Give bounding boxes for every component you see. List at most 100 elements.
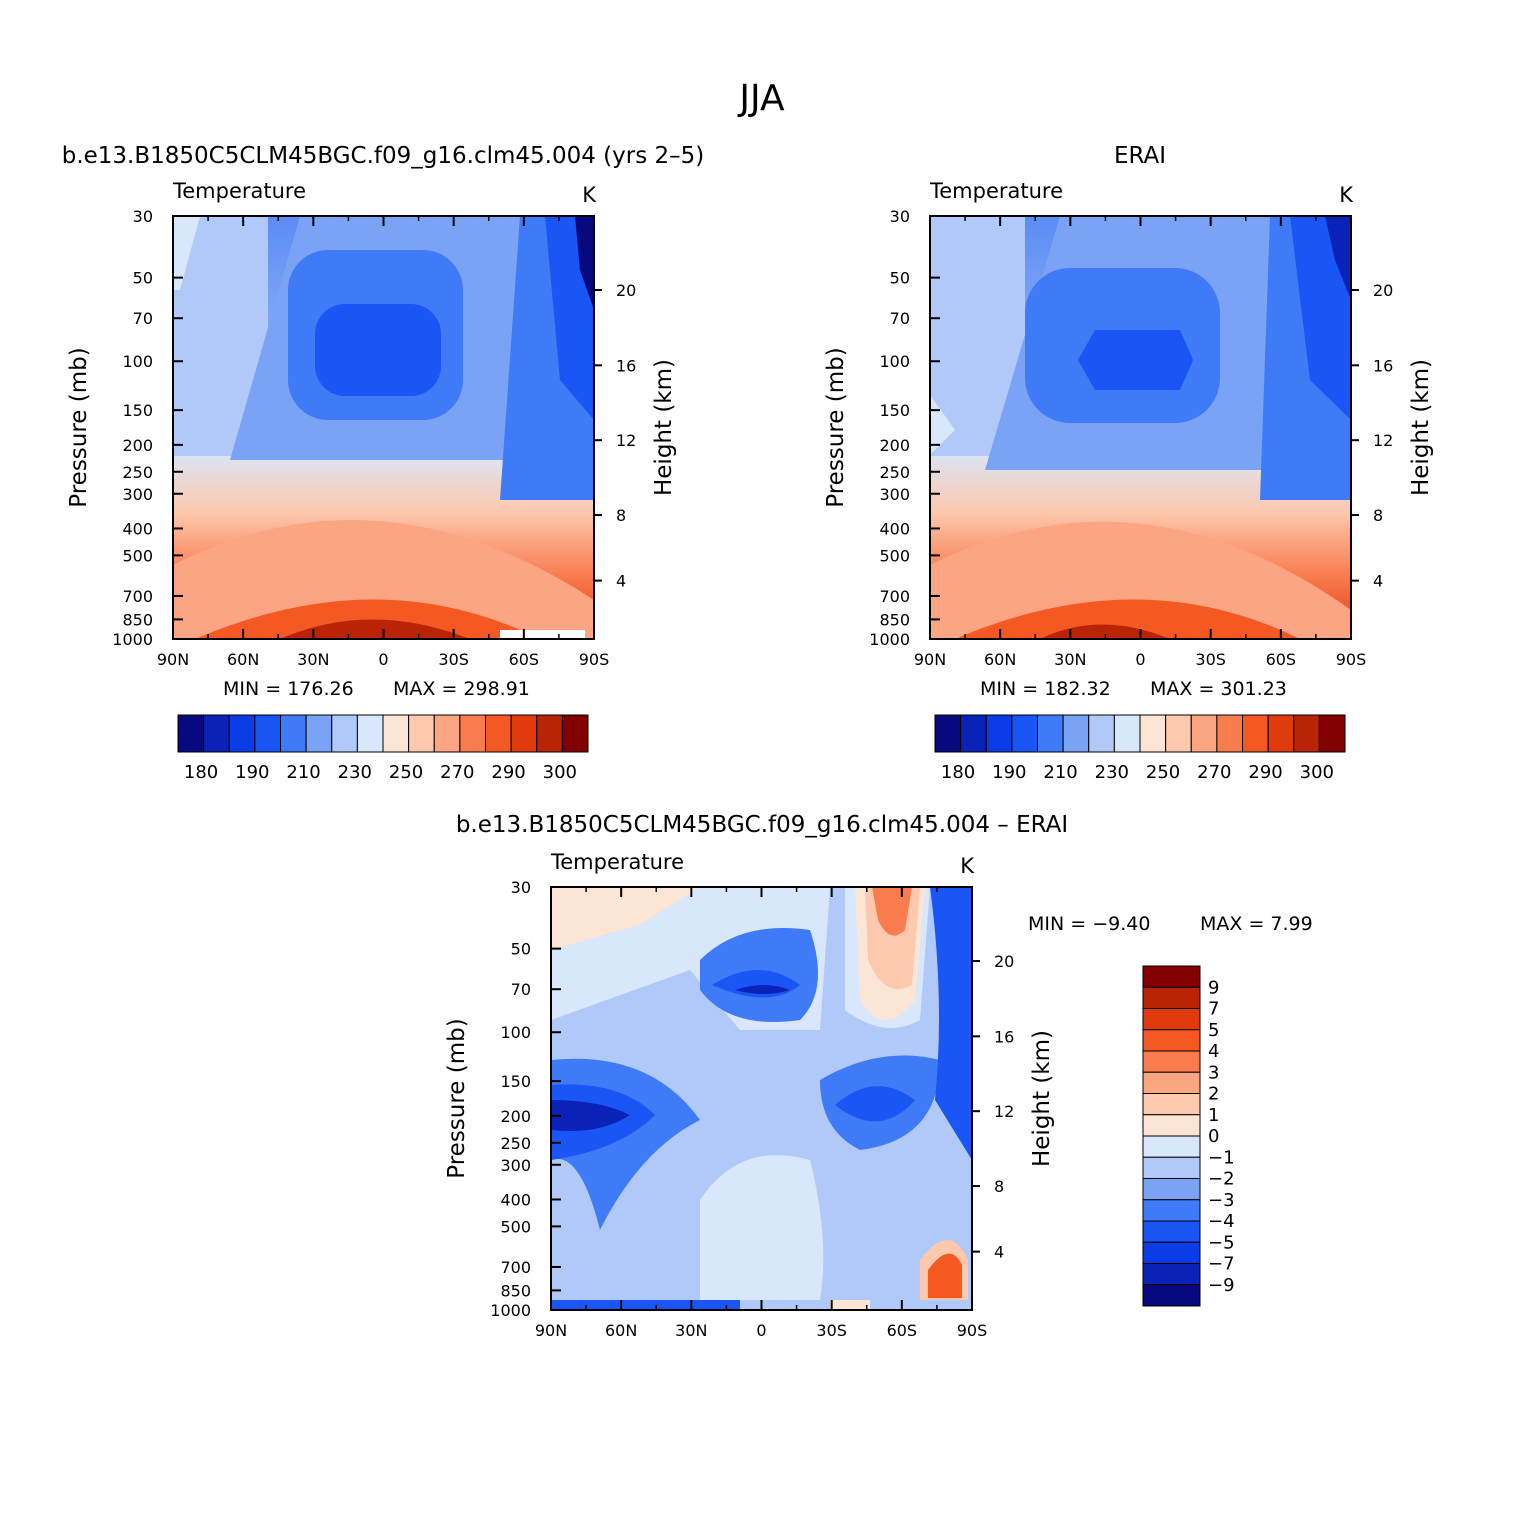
axes-and-colorbars: 90N 60N 30N 0 30S 60S 90S305070100150200250300… bbox=[66, 207, 1434, 1340]
x-tick-label: 30S bbox=[816, 1321, 847, 1340]
x-tick-label: 60S bbox=[887, 1321, 918, 1340]
y-tick-label: 30 bbox=[511, 878, 531, 897]
y-tick-label: 30 bbox=[133, 207, 153, 226]
x-tick-label: 30N bbox=[675, 1321, 707, 1340]
colorbar-swatch bbox=[1037, 714, 1064, 753]
y-axis-title: Pressure (mb) bbox=[66, 347, 92, 507]
contour-field bbox=[173, 216, 594, 639]
colorbar-label: −7 bbox=[1208, 1254, 1235, 1275]
x-tick-label: 90N bbox=[157, 650, 189, 669]
y-tick-label: 300 bbox=[500, 1156, 531, 1175]
colorbar-swatch bbox=[408, 714, 435, 753]
x-tick-label: 30S bbox=[438, 650, 469, 669]
y2-tick-label: 20 bbox=[616, 281, 636, 300]
colorbar-swatch bbox=[1142, 1263, 1201, 1286]
y-tick-label: 1000 bbox=[490, 1301, 531, 1320]
colorbar-label: 250 bbox=[389, 762, 423, 783]
colorbar-swatch bbox=[1267, 714, 1295, 753]
y-tick-label: 700 bbox=[122, 587, 153, 606]
colorbar-swatch bbox=[510, 714, 538, 753]
y-tick-label: 1000 bbox=[869, 630, 910, 649]
colorbar-swatch bbox=[331, 714, 358, 753]
y-tick-label: 300 bbox=[122, 485, 153, 504]
colorbar-label: −5 bbox=[1208, 1232, 1235, 1253]
y2-tick-label: 20 bbox=[994, 952, 1014, 971]
y-axis-title: Pressure (mb) bbox=[444, 1018, 470, 1178]
x-tick-label: 60S bbox=[1266, 650, 1297, 669]
max-label: MAX = 298.91 bbox=[393, 678, 530, 700]
colorbar-label: −2 bbox=[1208, 1169, 1235, 1190]
colorbar-swatch bbox=[305, 714, 333, 753]
contour-field bbox=[551, 887, 972, 1310]
y-tick-label: 850 bbox=[122, 610, 153, 629]
field-label: Temperature bbox=[550, 850, 684, 874]
x-tick-label: 30N bbox=[297, 650, 329, 669]
y-tick-label: 400 bbox=[122, 519, 153, 538]
colorbar-label: 250 bbox=[1146, 762, 1180, 783]
colorbar-swatch bbox=[1142, 1220, 1201, 1243]
y-tick-label: 400 bbox=[500, 1190, 531, 1209]
colorbar-label: 180 bbox=[184, 762, 218, 783]
colorbar-swatch bbox=[1165, 714, 1192, 753]
colorbar-swatch bbox=[1142, 1029, 1201, 1052]
y-tick-label: 200 bbox=[500, 1107, 531, 1126]
y2-axis-title: Height (km) bbox=[1029, 1030, 1055, 1167]
colorbar-label: 270 bbox=[440, 762, 474, 783]
colorbar-label: −3 bbox=[1208, 1190, 1235, 1211]
panel-title: b.e13.B1850C5CLM45BGC.f09_g16.clm45.004 … bbox=[456, 812, 1068, 838]
y-tick-label: 300 bbox=[879, 485, 910, 504]
units-label: K bbox=[1339, 183, 1354, 207]
colorbar-label: 290 bbox=[1248, 762, 1282, 783]
y2-tick-label: 16 bbox=[616, 356, 636, 375]
colorbar-swatch bbox=[1142, 1135, 1201, 1158]
colorbar-swatch bbox=[1293, 714, 1320, 753]
min-label: MIN = −9.40 bbox=[1028, 913, 1150, 935]
colorbar-swatch bbox=[433, 714, 461, 753]
y2-tick-label: 16 bbox=[1373, 356, 1393, 375]
colorbar-swatch bbox=[1142, 965, 1201, 988]
y2-tick-label: 20 bbox=[1373, 281, 1393, 300]
contour-field bbox=[930, 216, 1351, 639]
colorbar-label: 190 bbox=[992, 762, 1026, 783]
field-label: Temperature bbox=[929, 179, 1063, 203]
colorbar-swatch bbox=[1142, 986, 1201, 1009]
colorbar-swatch bbox=[1142, 1156, 1201, 1179]
y-tick-label: 700 bbox=[500, 1258, 531, 1277]
colorbar-swatch bbox=[1142, 1071, 1201, 1094]
y-tick-label: 70 bbox=[511, 980, 531, 999]
colorbar-swatch bbox=[485, 714, 512, 753]
colorbar-swatch bbox=[1142, 1241, 1201, 1264]
y-tick-label: 50 bbox=[133, 269, 153, 288]
units-label: K bbox=[960, 854, 975, 878]
colorbar-swatch bbox=[960, 714, 987, 753]
y-tick-label: 200 bbox=[122, 436, 153, 455]
x-tick-label: 60N bbox=[984, 650, 1016, 669]
x-tick-label: 90N bbox=[535, 1321, 567, 1340]
colorbar-swatch bbox=[177, 714, 205, 753]
y-tick-label: 250 bbox=[122, 463, 153, 482]
colorbar-swatch bbox=[203, 714, 230, 753]
colorbar-swatch bbox=[536, 714, 563, 753]
colorbar-swatch bbox=[228, 714, 256, 753]
y-tick-label: 100 bbox=[500, 1023, 531, 1042]
colorbar-label: 190 bbox=[235, 762, 269, 783]
colorbar-label: 300 bbox=[1300, 762, 1334, 783]
y-tick-label: 250 bbox=[500, 1134, 531, 1153]
y-tick-label: 150 bbox=[500, 1072, 531, 1091]
colorbar-swatch bbox=[1113, 714, 1141, 753]
x-tick-label: 30S bbox=[1195, 650, 1226, 669]
x-tick-label: 0 bbox=[1135, 650, 1145, 669]
colorbar-label: 290 bbox=[491, 762, 525, 783]
max-label: MAX = 7.99 bbox=[1200, 913, 1313, 935]
y-tick-label: 100 bbox=[122, 352, 153, 371]
colorbar-swatch bbox=[1139, 714, 1167, 753]
colorbar-label: 3 bbox=[1208, 1062, 1219, 1083]
colorbar-swatch bbox=[1142, 1114, 1201, 1137]
colorbar-label: 0 bbox=[1208, 1126, 1219, 1147]
y-tick-label: 50 bbox=[511, 940, 531, 959]
x-tick-label: 0 bbox=[756, 1321, 766, 1340]
y-tick-label: 150 bbox=[122, 401, 153, 420]
y-tick-label: 100 bbox=[879, 352, 910, 371]
y-tick-label: 500 bbox=[500, 1217, 531, 1236]
panel-model: b.e13.B1850C5CLM45BGC.f09_g16.clm45.004 … bbox=[62, 143, 704, 639]
